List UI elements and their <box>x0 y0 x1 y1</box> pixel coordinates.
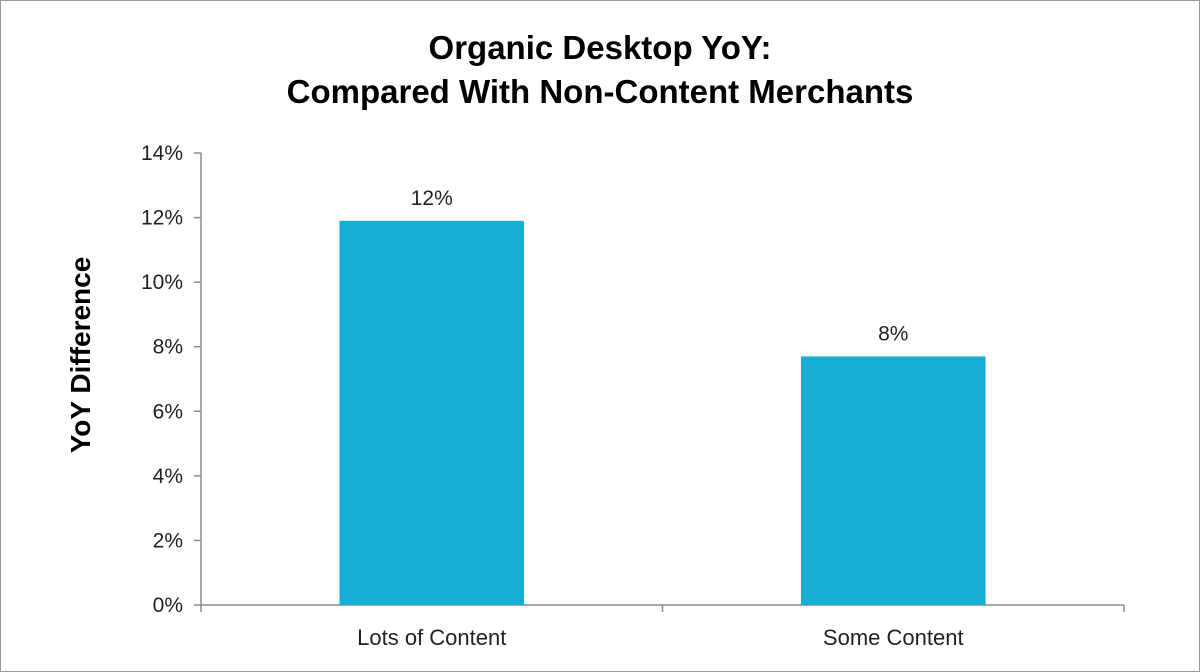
bar-data-label: 8% <box>878 322 908 345</box>
y-tick-label: 4% <box>153 465 183 488</box>
y-tick-label: 8% <box>153 336 183 359</box>
bar <box>800 356 986 605</box>
bar <box>339 220 525 606</box>
chart-title-line-2: Compared With Non-Content Merchants <box>286 73 914 110</box>
y-tick-label: 2% <box>153 529 183 552</box>
y-tick-label: 6% <box>153 400 183 423</box>
chart-title: Organic Desktop YoY: Compared With Non-C… <box>0 26 1200 114</box>
chart-title-line-1: Organic Desktop YoY: <box>428 29 772 66</box>
bar-data-label: 12% <box>411 187 453 210</box>
y-tick-label: 10% <box>141 271 183 294</box>
x-category-label: Some Content <box>823 625 964 650</box>
x-category-label: Lots of Content <box>357 625 506 650</box>
y-tick-label: 12% <box>141 207 183 230</box>
y-tick-label: 0% <box>153 594 183 617</box>
y-tick-label: 14% <box>141 142 183 165</box>
